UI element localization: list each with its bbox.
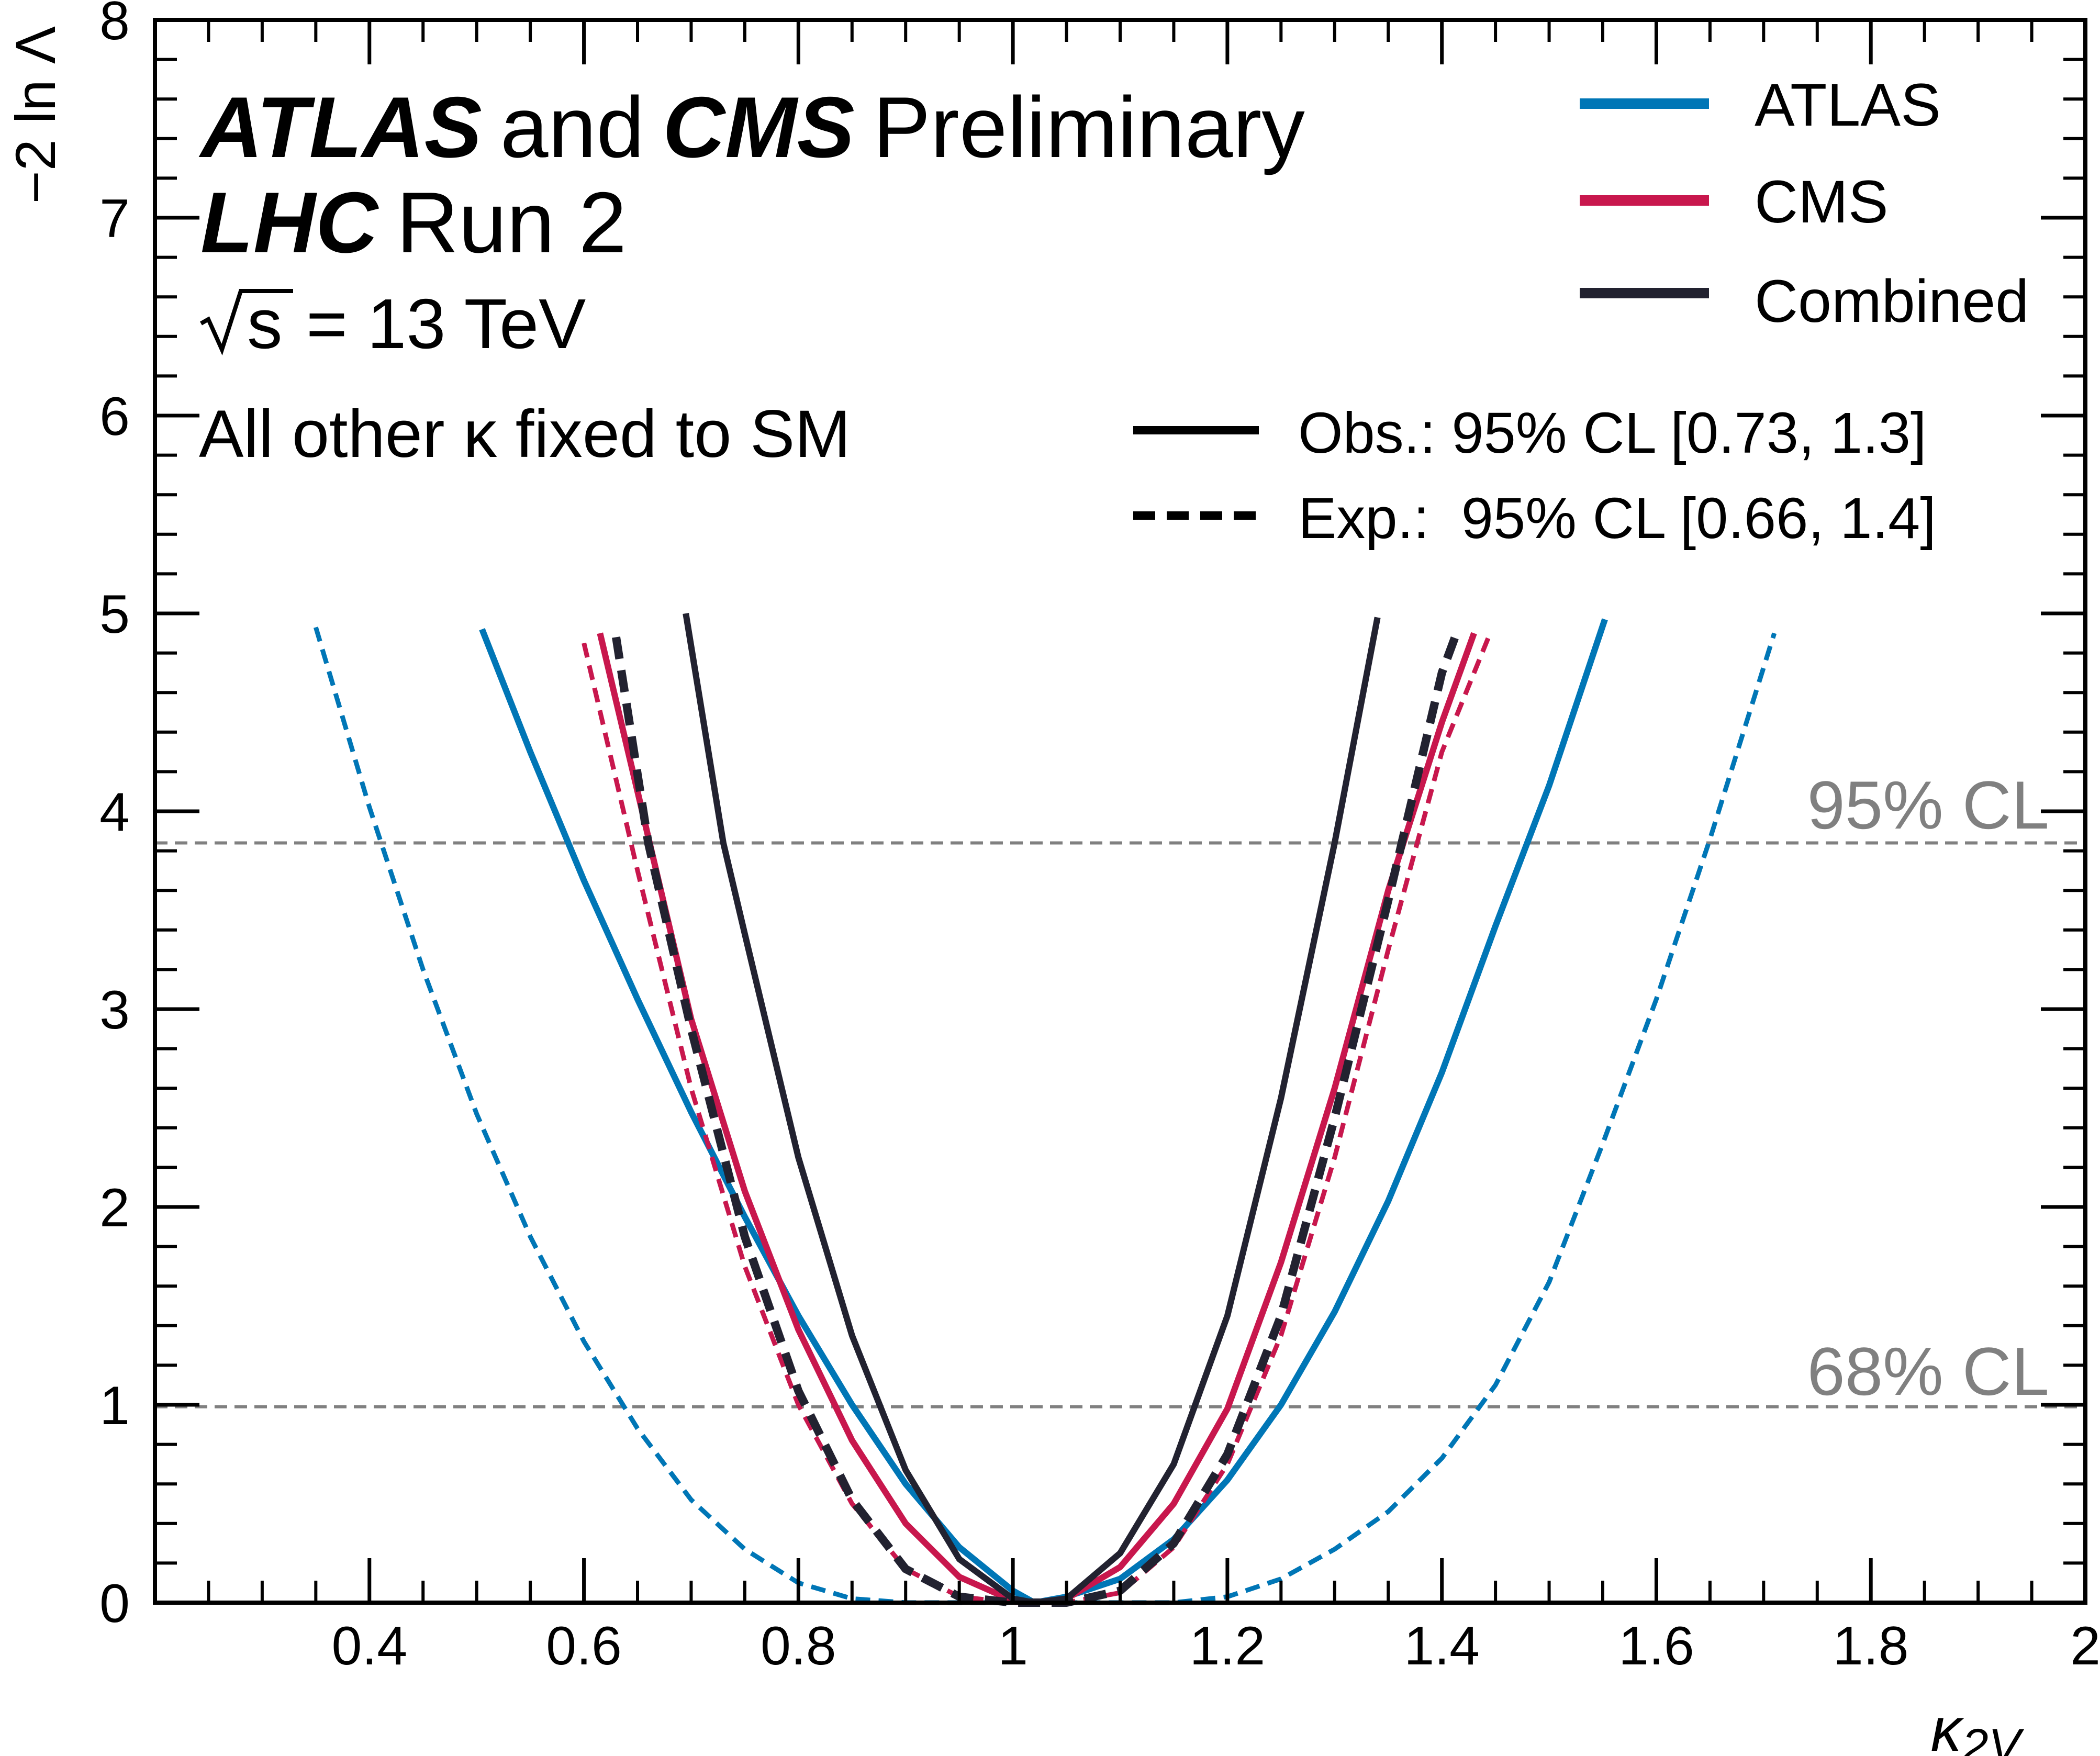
legend-combined-label: Combined [1755, 268, 2029, 335]
y-tick-label: 5 [99, 584, 130, 645]
legend-cms-label: CMS [1755, 169, 1889, 236]
y-tick-label: 6 [99, 386, 130, 447]
axis-ticks: 0.4 0.6 0.8 1 1.2 1.4 1.6 1.8 2 0 1 2 3 4 5 6 7 8 [99, 0, 2100, 1676]
series-layer [313, 613, 1777, 1607]
x-tick-label: 1 [998, 1616, 1028, 1676]
series-combined-expected [612, 628, 1462, 1607]
energy-label: s = 13 TeV [200, 284, 586, 363]
energy-sqrt-text: s [247, 284, 283, 363]
series-cms-observed [597, 632, 1477, 1606]
x-axis-label: κ2V [1930, 1695, 2024, 1756]
x-tick-label: 1.4 [1404, 1616, 1480, 1676]
kappa-condition: All other κ fixed to SM [199, 397, 851, 472]
y-tick-label: 8 [99, 0, 130, 51]
x-tick-label: 1.2 [1190, 1616, 1266, 1676]
x-tick-label: 0.6 [546, 1616, 622, 1676]
y-tick-label: 2 [99, 1178, 130, 1238]
legend-atlas-label: ATLAS [1755, 72, 1941, 139]
run-label: LHC Run 2 [200, 174, 627, 271]
cl68-label: 68% CL [1807, 1333, 2050, 1410]
y-tick-label: 1 [99, 1375, 130, 1436]
y-tick-label: 0 [99, 1573, 130, 1634]
energy-value: = 13 TeV [306, 284, 586, 363]
x-tick-label: 0.8 [761, 1616, 836, 1676]
sqrt-symbol [200, 289, 293, 356]
x-tick-label: 1.8 [1833, 1616, 1909, 1676]
legend-observed-label: Obs.: 95% CL [0.73, 1.3] [1298, 401, 1927, 465]
y-tick-label: 4 [99, 782, 130, 843]
series-combined-observed [683, 613, 1381, 1606]
y-tick-label: 3 [99, 980, 130, 1041]
x-tick-label: 2 [2070, 1616, 2100, 1676]
y-axis-label: −2 ln Λ [4, 26, 67, 204]
x-tick-label: 0.4 [331, 1616, 407, 1676]
cl95-label: 95% CL [1807, 767, 2050, 843]
experiment-title: ATLAS and CMS Preliminary [198, 79, 1305, 175]
reference-lines [155, 841, 2085, 1408]
legend: ATLAS CMS Combined Obs.: 95% CL [0.73, 1… [1133, 72, 2029, 551]
y-tick-label: 7 [99, 188, 130, 249]
legend-expected-label: Exp.: 95% CL [0.66, 1.4] [1298, 486, 1936, 551]
x-tick-label: 1.6 [1618, 1616, 1694, 1676]
